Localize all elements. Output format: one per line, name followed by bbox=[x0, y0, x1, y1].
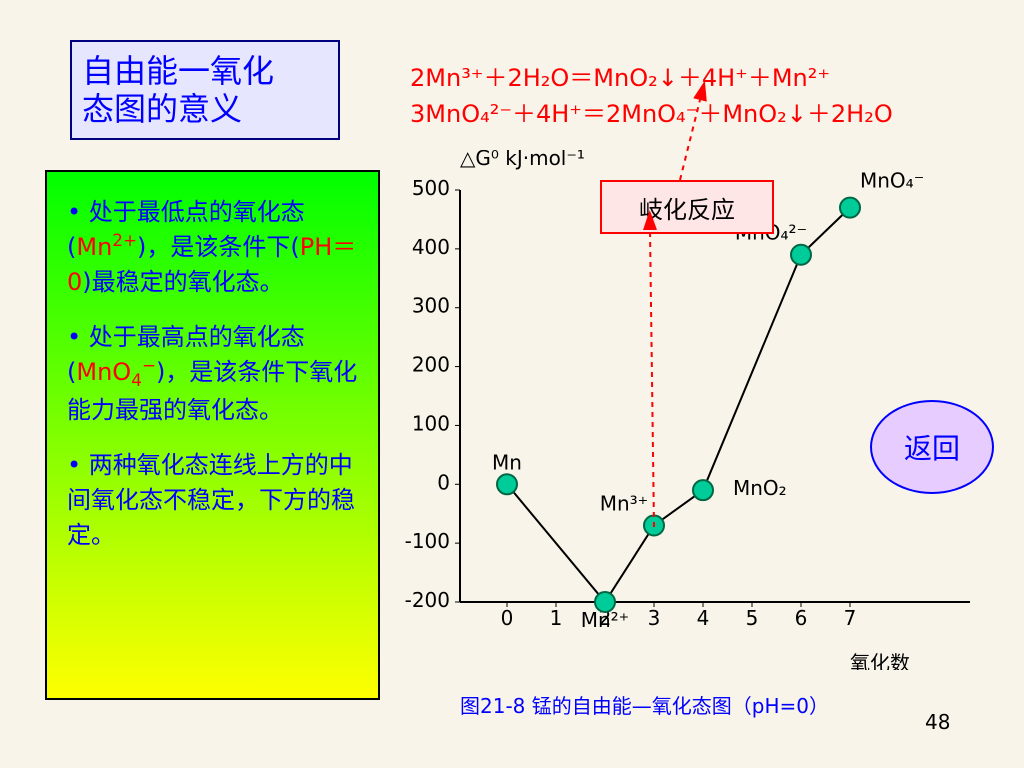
y-axis-label: △G⁰ kJ·mol⁻¹ bbox=[460, 150, 585, 170]
page-number: 48 bbox=[925, 710, 951, 734]
data-point-MnO₄²⁻ bbox=[790, 243, 812, 266]
title-line1: 自由能一氧化 bbox=[82, 52, 275, 90]
equation-1: 2Mn³⁺＋2H₂O＝MnO₂↓＋4H⁺＋Mn²⁺ bbox=[410, 64, 831, 92]
point-label-Mn³⁺: Mn³⁺ bbox=[600, 491, 649, 515]
disproportionation-box: 岐化反应 bbox=[600, 180, 774, 234]
text-segment: MnO bbox=[76, 358, 132, 386]
x-tick-label-3: 3 bbox=[648, 606, 661, 630]
caption: 图21-8 锰的自由能—氧化态图（pH=0） bbox=[460, 694, 829, 718]
y-tick-label-100: 100 bbox=[412, 411, 450, 435]
text-segment: )，是该条件下氧化能力最强的氧化态。 bbox=[67, 358, 358, 424]
bullets-container: 处于最低点的氧化态(Mn2+)，是该条件下(PH＝0)最稳定的氧化态。处于最高点… bbox=[67, 192, 358, 550]
text-segment: )，是该条件下( bbox=[137, 233, 300, 261]
data-point-MnO₄⁻ bbox=[839, 196, 861, 219]
text-segment: − bbox=[141, 355, 156, 375]
y-tick-label--100: -100 bbox=[405, 529, 450, 553]
x-tick-label-4: 4 bbox=[697, 606, 710, 630]
text-segment: )最稳定的氧化态。 bbox=[82, 268, 284, 296]
y-tick-label-200: 200 bbox=[412, 353, 450, 377]
bullet-3: 两种氧化态连线上方的中间氧化态不稳定，下方的稳定。 bbox=[67, 445, 358, 550]
x-tick-label-6: 6 bbox=[795, 606, 808, 630]
text-segment: 处于最低点的氧化态( bbox=[67, 198, 305, 261]
point-label-Mn²⁺: Mn²⁺ bbox=[581, 608, 630, 632]
x-tick-label-1: 1 bbox=[550, 606, 563, 630]
x-tick-label-0: 0 bbox=[501, 606, 514, 630]
y-tick-label-500: 500 bbox=[412, 176, 450, 200]
left-panel: 处于最低点的氧化态(Mn2+)，是该条件下(PH＝0)最稳定的氧化态。处于最高点… bbox=[45, 170, 380, 700]
text-segment: 2+ bbox=[112, 230, 138, 250]
text-segment: 两种氧化态连线上方的中间氧化态不稳定，下方的稳定。 bbox=[67, 450, 355, 549]
data-point-Mn bbox=[496, 473, 518, 496]
equation-2: 3MnO₄²⁻＋4H⁺＝2MnO₄⁻＋MnO₂↓＋2H₂O bbox=[410, 100, 893, 128]
x-tick-label-5: 5 bbox=[746, 606, 759, 630]
point-label-MnO₄⁻: MnO₄⁻ bbox=[860, 169, 924, 193]
data-line bbox=[506, 206, 851, 604]
text-segment: 处于最高点的氧化态( bbox=[67, 323, 305, 386]
data-point-Mn³⁺ bbox=[643, 514, 665, 537]
text-segment: PH＝0 bbox=[67, 233, 357, 296]
text-segment: 4 bbox=[131, 369, 142, 390]
bullet-1: 处于最低点的氧化态(Mn2+)，是该条件下(PH＝0)最稳定的氧化态。 bbox=[67, 192, 358, 297]
data-point-MnO₂ bbox=[692, 479, 714, 502]
title-line2: 态图的意义 bbox=[82, 90, 243, 129]
y-tick-label-0: 0 bbox=[437, 470, 450, 494]
y-tick-label-400: 400 bbox=[412, 235, 450, 259]
y-tick-label--200: -200 bbox=[405, 588, 450, 612]
x-tick-label-7: 7 bbox=[844, 606, 857, 630]
data-point-Mn²⁺ bbox=[594, 591, 616, 613]
point-label-MnO₂: MnO₂ bbox=[733, 476, 787, 500]
bullet-2: 处于最高点的氧化态(MnO4−)，是该条件下氧化能力最强的氧化态。 bbox=[67, 317, 358, 425]
equations: 2Mn³⁺＋2H₂O＝MnO₂↓＋4H⁺＋Mn²⁺ 3MnO₄²⁻＋4H⁺＝2M… bbox=[410, 60, 893, 132]
x-axis-label: 氧化数 bbox=[850, 651, 910, 670]
title-box: 自由能一氧化 态图的意义 bbox=[70, 40, 340, 140]
text-segment: Mn bbox=[76, 233, 113, 261]
point-label-Mn: Mn bbox=[492, 450, 522, 474]
y-tick-label-300: 300 bbox=[412, 294, 450, 318]
return-button[interactable]: 返回 bbox=[870, 400, 994, 494]
